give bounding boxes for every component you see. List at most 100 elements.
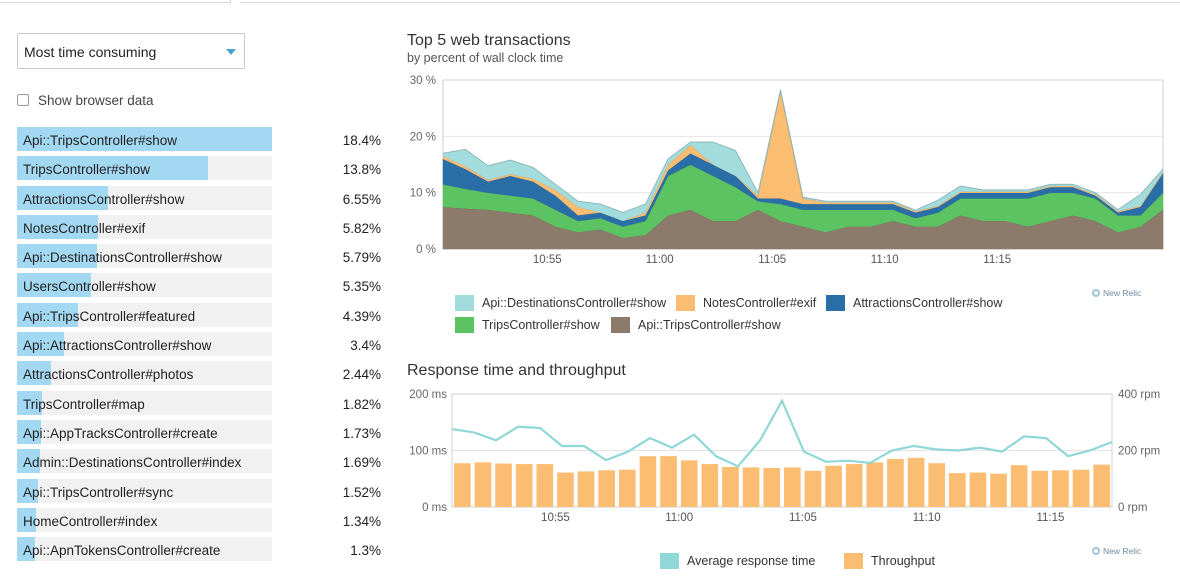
throughput-bar[interactable] xyxy=(454,463,471,507)
throughput-bar[interactable] xyxy=(722,466,739,507)
throughput-bar[interactable] xyxy=(495,463,512,507)
new-relic-ring-icon xyxy=(1092,289,1100,297)
transaction-row[interactable]: Api::AppTracksController#create 1.73% xyxy=(17,419,383,444)
throughput-bar[interactable] xyxy=(928,463,945,507)
throughput-bar[interactable] xyxy=(515,464,533,507)
legend-swatch xyxy=(660,553,679,569)
transaction-name: Api::TripsController#sync xyxy=(23,484,174,500)
legend-swatch xyxy=(455,317,474,333)
area-series-edge-4 xyxy=(442,89,1164,213)
throughput-bar[interactable] xyxy=(1072,469,1090,507)
chart-title-transactions: Top 5 web transactions xyxy=(407,32,571,49)
throughput-bar[interactable] xyxy=(598,470,615,507)
transaction-bar-fill xyxy=(17,273,92,298)
transaction-row[interactable]: NotesController#exif 5.82% xyxy=(17,214,383,239)
transaction-percent: 1.69% xyxy=(342,455,381,471)
legend-label: NotesController#exif xyxy=(703,296,817,310)
transaction-percent: 18.4% xyxy=(342,133,381,148)
transaction-row[interactable]: HomeController#index 1.34% xyxy=(17,507,383,532)
transaction-row[interactable]: Api::TripsController#featured 4.39% xyxy=(17,302,383,327)
transaction-row[interactable]: AttractionsController#show 6.55% xyxy=(17,185,383,210)
legend-swatch xyxy=(611,317,630,333)
throughput-bar[interactable] xyxy=(701,464,719,507)
x-tick-label: 11:10 xyxy=(871,254,899,266)
x-tick-label: 11:00 xyxy=(646,254,674,266)
y-tick-label: 30 % xyxy=(410,75,436,87)
throughput-bar[interactable] xyxy=(557,472,574,507)
transaction-row[interactable]: AttractionsController#photos 2.44% xyxy=(17,361,383,386)
legend-label: Average response time xyxy=(687,554,816,568)
transaction-row[interactable]: Api::TripsController#sync 1.52% xyxy=(17,478,383,503)
throughput-bar[interactable] xyxy=(1052,470,1069,507)
transaction-row[interactable]: Api::ApnTokensController#create 1.3% xyxy=(17,537,383,562)
transaction-name: NotesController#exif xyxy=(23,220,146,236)
transaction-percent: 1.52% xyxy=(342,484,381,500)
legend-item[interactable]: TripsController#show xyxy=(455,317,600,333)
throughput-bar[interactable] xyxy=(577,471,595,507)
throughput-bar[interactable] xyxy=(845,464,863,507)
transaction-row[interactable]: Admin::DestinationsController#index 1.69% xyxy=(17,449,383,474)
throughput-bar[interactable] xyxy=(804,470,822,507)
show-browser-data-toggle[interactable]: Show browser data xyxy=(17,92,154,108)
transactions-area-chart[interactable]: 0 % 10 % 20 % 30 % 10:55 11:00 11:05 11:10 11:15 xyxy=(400,70,1180,270)
transaction-row[interactable]: TripsController#show 13.8% xyxy=(17,156,383,181)
legend-swatch xyxy=(455,295,474,311)
throughput-bar[interactable] xyxy=(474,462,492,507)
transaction-row[interactable]: Api::DestinationsController#show 5.79% xyxy=(17,244,383,269)
throughput-bar[interactable] xyxy=(907,457,925,507)
transaction-bar-fill xyxy=(17,244,98,269)
throughput-bar[interactable] xyxy=(536,464,554,507)
transaction-bar-fill xyxy=(17,537,36,562)
transaction-bar-fill xyxy=(17,185,108,210)
y-left-tick-label: 200 ms xyxy=(409,389,447,401)
throughput-bar[interactable] xyxy=(825,465,842,507)
x-tick-label: 11:00 xyxy=(665,512,693,524)
legend-item[interactable]: Api::DestinationsController#show xyxy=(455,295,666,311)
throughput-bar[interactable] xyxy=(1031,470,1049,507)
transaction-percent: 4.39% xyxy=(342,308,381,324)
legend-item[interactable]: NotesController#exif xyxy=(676,295,816,311)
transaction-bar-track xyxy=(17,537,272,562)
legend-item[interactable]: Api::TripsController#show xyxy=(611,317,781,333)
transaction-row[interactable]: Api::TripsController#show 18.4% xyxy=(17,127,383,151)
throughput-bar[interactable] xyxy=(990,473,1007,507)
throughput-bar[interactable] xyxy=(639,456,657,507)
transaction-name: AttractionsController#show xyxy=(23,191,185,207)
transaction-row[interactable]: Api::AttractionsController#show 3.4% xyxy=(17,332,383,357)
legend-item[interactable]: AttractionsController#show xyxy=(826,295,1002,311)
response-throughput-chart[interactable]: 0 ms 0 rpm 100 ms 200 rpm 200 ms 400 rpm 10:55… xyxy=(400,384,1180,526)
transaction-percent: 13.8% xyxy=(342,162,381,178)
throughput-bar[interactable] xyxy=(1010,465,1028,507)
throughput-bar[interactable] xyxy=(969,472,987,507)
active-tab-edge xyxy=(230,0,240,4)
legend-item[interactable]: Throughput xyxy=(844,553,935,569)
transaction-bar-track xyxy=(17,478,272,503)
throughput-bar[interactable] xyxy=(763,468,780,507)
y-right-tick-label: 400 rpm xyxy=(1118,389,1160,401)
legend-item[interactable]: Average response time xyxy=(660,553,815,569)
throughput-bar[interactable] xyxy=(784,467,801,507)
x-tick-label: 11:10 xyxy=(913,512,941,524)
area-series-4[interactable] xyxy=(442,89,1164,222)
transaction-bar-fill xyxy=(17,478,39,503)
transaction-bar-fill xyxy=(17,332,65,357)
throughput-bar[interactable] xyxy=(866,462,884,507)
transaction-row[interactable]: TripsController#map 1.82% xyxy=(17,390,383,415)
throughput-bar[interactable] xyxy=(887,458,904,507)
y-right-tick-label: 200 rpm xyxy=(1118,446,1160,458)
throughput-bar[interactable] xyxy=(660,456,677,507)
throughput-bar[interactable] xyxy=(949,473,966,507)
throughput-bar[interactable] xyxy=(619,469,636,507)
throughput-bar[interactable] xyxy=(1093,464,1110,507)
throughput-bar[interactable] xyxy=(742,467,760,507)
show-browser-data-checkbox[interactable] xyxy=(17,94,29,106)
transaction-percent: 3.4% xyxy=(350,338,381,354)
y-right-tick-label: 0 rpm xyxy=(1118,502,1147,514)
response-time-line[interactable] xyxy=(451,398,1113,468)
transaction-row[interactable]: UsersController#show 5.35% xyxy=(17,273,383,298)
transaction-bar-fill xyxy=(17,127,272,151)
throughput-bar[interactable] xyxy=(680,460,698,507)
transaction-name: Api::ApnTokensController#create xyxy=(23,543,221,559)
new-relic-logo: New Relic xyxy=(1092,288,1141,298)
sort-dropdown[interactable]: Most time consuming xyxy=(17,33,245,69)
